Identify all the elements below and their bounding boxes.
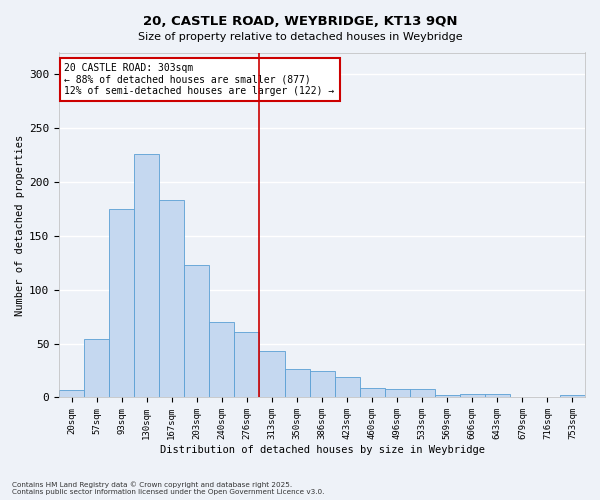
Text: Contains HM Land Registry data © Crown copyright and database right 2025.
Contai: Contains HM Land Registry data © Crown c… (12, 482, 325, 495)
Bar (385, 389, 410, 398)
Bar (134, 154, 160, 398)
Bar (184, 265, 209, 398)
Bar (109, 209, 134, 398)
Y-axis label: Number of detached properties: Number of detached properties (15, 134, 25, 316)
Bar (209, 322, 235, 398)
Bar (435, 396, 460, 398)
Bar (335, 377, 359, 398)
Text: Size of property relative to detached houses in Weybridge: Size of property relative to detached ho… (137, 32, 463, 42)
Text: 20, CASTLE ROAD, WEYBRIDGE, KT13 9QN: 20, CASTLE ROAD, WEYBRIDGE, KT13 9QN (143, 15, 457, 28)
Bar (359, 388, 385, 398)
Bar (160, 200, 184, 398)
Bar (259, 351, 284, 398)
Bar (410, 389, 435, 398)
X-axis label: Distribution of detached houses by size in Weybridge: Distribution of detached houses by size … (160, 445, 485, 455)
Bar (84, 340, 109, 398)
Bar (560, 396, 585, 398)
Bar (235, 332, 259, 398)
Bar (485, 394, 510, 398)
Bar (310, 370, 335, 398)
Bar (460, 394, 485, 398)
Bar (59, 390, 84, 398)
Bar (284, 370, 310, 398)
Text: 20 CASTLE ROAD: 303sqm
← 88% of detached houses are smaller (877)
12% of semi-de: 20 CASTLE ROAD: 303sqm ← 88% of detached… (64, 63, 335, 96)
